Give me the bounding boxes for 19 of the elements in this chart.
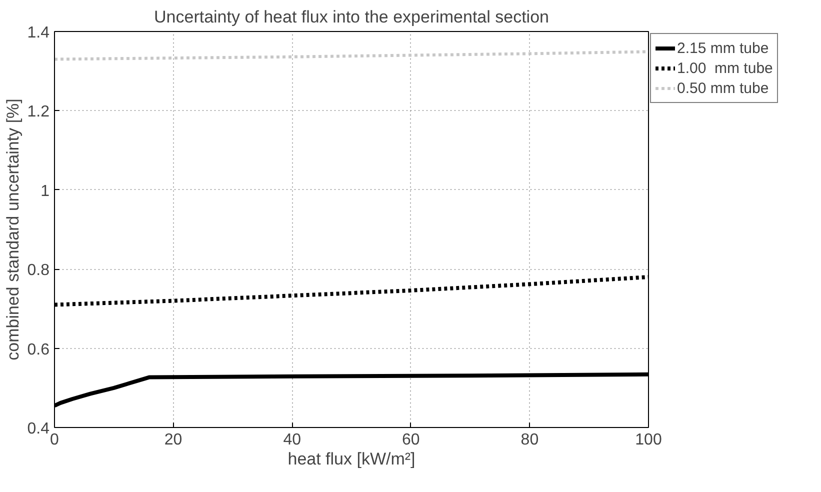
- x-tick-label: 80: [520, 432, 539, 448]
- y-tick-label: 0.4: [27, 420, 50, 438]
- y-tick-label: 0.6: [27, 341, 50, 358]
- legend-label: 2.15 mm tube: [677, 40, 769, 56]
- legend-label: 1.00 mm tube: [677, 60, 773, 76]
- x-tick-label: 60: [402, 432, 420, 448]
- x-tick-label: 20: [164, 432, 182, 448]
- y-tick-label: 1.2: [27, 104, 50, 121]
- x-tick-label: 40: [283, 432, 302, 448]
- y-tick-label: 1: [40, 182, 50, 200]
- chart-title: Uncertainty of heat flux into the experimental section: [154, 8, 550, 26]
- x-axis-title: heat flux [kW/m²]: [288, 450, 416, 468]
- y-tick-label: 1.4: [27, 24, 50, 42]
- x-tick-label: 0: [50, 432, 60, 448]
- y-tick-label: 0.8: [27, 262, 50, 280]
- line-series: [54, 50, 648, 61]
- y-axis-title: combined standard uncertainty [%]: [3, 98, 22, 360]
- x-tick-label: 100: [635, 432, 662, 448]
- legend-label: 0.50 mm tube: [677, 80, 769, 96]
